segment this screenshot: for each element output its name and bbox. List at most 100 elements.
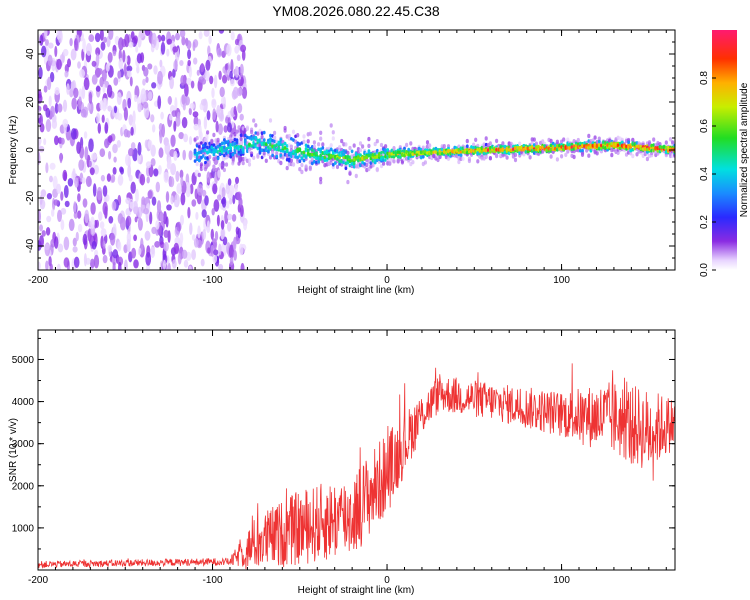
spectrogram-cell: [96, 186, 103, 201]
spectrogram-cell: [220, 220, 225, 230]
spectrogram-cell: [180, 75, 186, 86]
spectrogram-cell: [317, 147, 320, 152]
spectrogram-cell: [108, 150, 112, 160]
spectrogram-cell: [225, 140, 228, 144]
spectrogram-cell: [252, 155, 256, 160]
spectrogram-cell: [338, 155, 341, 160]
spectrogram-cell: [396, 155, 400, 159]
spectrogram-cell: [614, 142, 618, 147]
snr-x-ticks: -200 -100 0 100: [28, 330, 667, 586]
spectrogram-cell: [131, 247, 137, 259]
spectrogram-cell: [163, 229, 169, 238]
spectrogram-cell: [643, 146, 647, 151]
spectrogram-cell: [175, 32, 180, 41]
spectrogram-cell: [45, 119, 52, 132]
spectrogram-cell: [346, 150, 350, 156]
spectrogram-cell: [304, 143, 308, 148]
spectrogram-cell: [212, 108, 217, 121]
spectrogram-cell: [631, 137, 635, 143]
spectrogram-cell: [287, 136, 291, 141]
spectrogram-cell: [294, 152, 297, 157]
spectrogram-cell: [419, 155, 423, 160]
spectrogram-cell: [187, 49, 192, 60]
spectrogram-cell: [38, 151, 41, 165]
spectrogram-cell: [495, 152, 499, 158]
spectrogram-cell: [386, 155, 390, 159]
spectrogram-cell: [367, 143, 371, 149]
spectrogram-cell: [279, 148, 283, 153]
spectrogram-cell: [258, 146, 262, 151]
spectrogram-cell: [133, 234, 138, 242]
spectrogram-cell: [101, 69, 107, 82]
spectrogram-cell: [112, 261, 116, 270]
spectrogram-cell: [235, 226, 240, 235]
spectrogram-cell: [113, 105, 118, 114]
spectrogram-cell: [260, 155, 264, 160]
spectrogram-cell: [170, 163, 177, 176]
spectrogram-cell: [83, 131, 88, 139]
spectrogram-cell: [344, 142, 348, 147]
spectrogram-cell: [235, 129, 239, 134]
spectrogram-cell: [67, 58, 71, 68]
spectrogram-cell: [100, 228, 107, 237]
spectrogram-cell: [118, 261, 122, 270]
spectrogram-cell: [200, 98, 207, 106]
spectrogram-cell: [126, 231, 132, 245]
spectrogram-cell: [206, 162, 210, 168]
spectrogram-cell: [51, 119, 58, 129]
spectrogram-cell: [197, 183, 204, 196]
spectrogram-cell: [201, 209, 207, 218]
spectrogram-cell: [237, 125, 241, 130]
spectrogram-cell: [300, 162, 304, 168]
spectrogram-cell: [248, 136, 251, 140]
spectrogram-cell: [315, 156, 318, 160]
spectrogram-cell: [213, 249, 219, 256]
spectrogram-cell: [289, 158, 293, 163]
spectrogram-cell: [163, 241, 169, 252]
spectrogram-cell: [157, 70, 163, 85]
spectrogram-cell: [49, 263, 53, 270]
colorbar-gradient: [712, 30, 737, 270]
spectrogram-cell: [170, 195, 174, 205]
spectrogram-cell: [150, 114, 155, 123]
spectrogram-cell: [329, 160, 333, 166]
spectrogram-cell: [176, 221, 182, 232]
spectrogram-cell: [193, 123, 199, 131]
snr-y-ticks: 1000 2000 3000 4000 5000: [12, 337, 675, 550]
spectrogram-cell: [346, 161, 350, 165]
spectrogram-cell: [200, 258, 205, 267]
spectrogram-cell: [248, 142, 251, 147]
spectrogram-cell: [103, 36, 107, 43]
spectrogram-cell: [81, 85, 86, 100]
colorbar-ticks: 0.0 0.2 0.4 0.6 0.8: [699, 71, 716, 277]
spectrogram-cell: [472, 142, 476, 147]
spectrogram-cell: [438, 151, 442, 156]
spectrogram-cell: [183, 259, 189, 268]
spectrogram-cell: [136, 53, 142, 64]
spectrogram-cell: [310, 152, 314, 157]
spectrogram-cell: [85, 42, 92, 56]
spectrogram-cell: [407, 153, 411, 157]
spectrogram-y-ticks: -40 -20 0 20 40: [25, 29, 675, 271]
spectrogram-cell: [664, 152, 668, 158]
spectrogram-cell: [357, 155, 360, 159]
spectrogram-cell: [130, 181, 136, 194]
spectrogram-cell: [64, 70, 69, 78]
spectrogram-cell: [50, 238, 56, 248]
spectrogram-cell: [208, 145, 212, 149]
spectrogram-cell: [193, 57, 198, 65]
spectrogram-cell: [78, 96, 82, 110]
spectrogram-cell: [568, 146, 572, 150]
spectrogram-cell: [169, 176, 175, 188]
spectrogram-cell: [306, 148, 310, 152]
spectrogram-cell: [285, 157, 289, 162]
spectrogram-cell: [354, 157, 358, 161]
x-tick-label: 100: [553, 275, 570, 286]
spectrogram-cell: [47, 54, 53, 67]
spectrogram-cell: [212, 143, 216, 147]
spectrogram-cell: [218, 143, 222, 147]
spectrogram-cell: [371, 163, 375, 168]
spectrogram-cell: [262, 141, 266, 146]
spectrogram-cell: [283, 146, 287, 150]
spectrogram-cell: [312, 140, 316, 145]
